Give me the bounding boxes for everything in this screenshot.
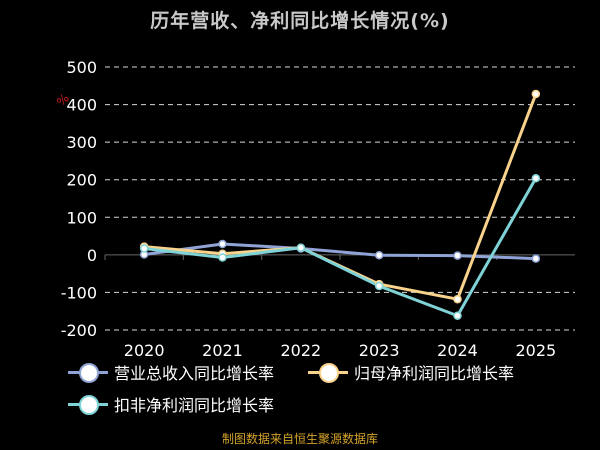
legend-label-net-profit: 归母净利润同比增长率	[354, 364, 515, 383]
y-tick-label: 300	[66, 133, 97, 152]
y-tick-label: 200	[66, 171, 97, 190]
legend-swatch-icon	[68, 394, 108, 415]
source-note: 制图数据来自恒生聚源数据库	[221, 432, 378, 446]
legend-swatch-icon	[308, 362, 348, 383]
y-tick-label: 500	[66, 58, 97, 77]
data-point[interactable]	[453, 251, 462, 260]
legend-item-revenue[interactable]: 营业总收入同比增长率	[68, 360, 274, 384]
grid-layer	[105, 66, 575, 331]
data-point[interactable]	[453, 294, 462, 304]
x-tick-label: 2021	[202, 341, 243, 360]
legend-label-revenue: 营业总收入同比增长率	[114, 364, 275, 383]
chart-title: 历年营收、净利同比增长情况(%)	[150, 10, 450, 32]
data-point[interactable]	[139, 244, 149, 253]
data-point[interactable]	[531, 89, 541, 99]
y-tick-label: -200	[61, 321, 97, 340]
data-point[interactable]	[374, 250, 384, 260]
data-point[interactable]	[296, 243, 306, 252]
data-point[interactable]	[218, 239, 227, 249]
x-tick-label: 2023	[359, 341, 400, 360]
axis-layer: 500 400 300 200 100 0 -100 -200 2020 2021 2022 2023…	[61, 58, 575, 360]
data-point[interactable]	[218, 253, 227, 262]
y-tick-label: 100	[66, 208, 97, 227]
y-tick-label: 400	[66, 96, 97, 115]
x-tick-label: 2020	[124, 341, 165, 360]
legend-label-deducted-profit: 扣非净利润同比增长率	[114, 396, 275, 415]
legend-item-net-profit[interactable]: 归母净利润同比增长率	[308, 360, 514, 384]
y-tick-label: -100	[61, 283, 97, 302]
legend-swatch-icon	[68, 362, 108, 383]
legend-item-deducted-profit[interactable]: 扣非净利润同比增长率	[68, 392, 274, 416]
data-point[interactable]	[374, 281, 384, 291]
data-point[interactable]	[531, 173, 541, 183]
x-tick-label: 2022	[280, 341, 321, 360]
x-tick-label: 2024	[437, 341, 478, 360]
series-layer	[139, 89, 541, 320]
data-point[interactable]	[531, 254, 541, 263]
series-line	[143, 177, 538, 318]
y-tick-label: 0	[87, 246, 97, 265]
data-point[interactable]	[453, 311, 462, 320]
series-line	[143, 242, 536, 261]
x-tick-label: 2025	[515, 341, 556, 360]
